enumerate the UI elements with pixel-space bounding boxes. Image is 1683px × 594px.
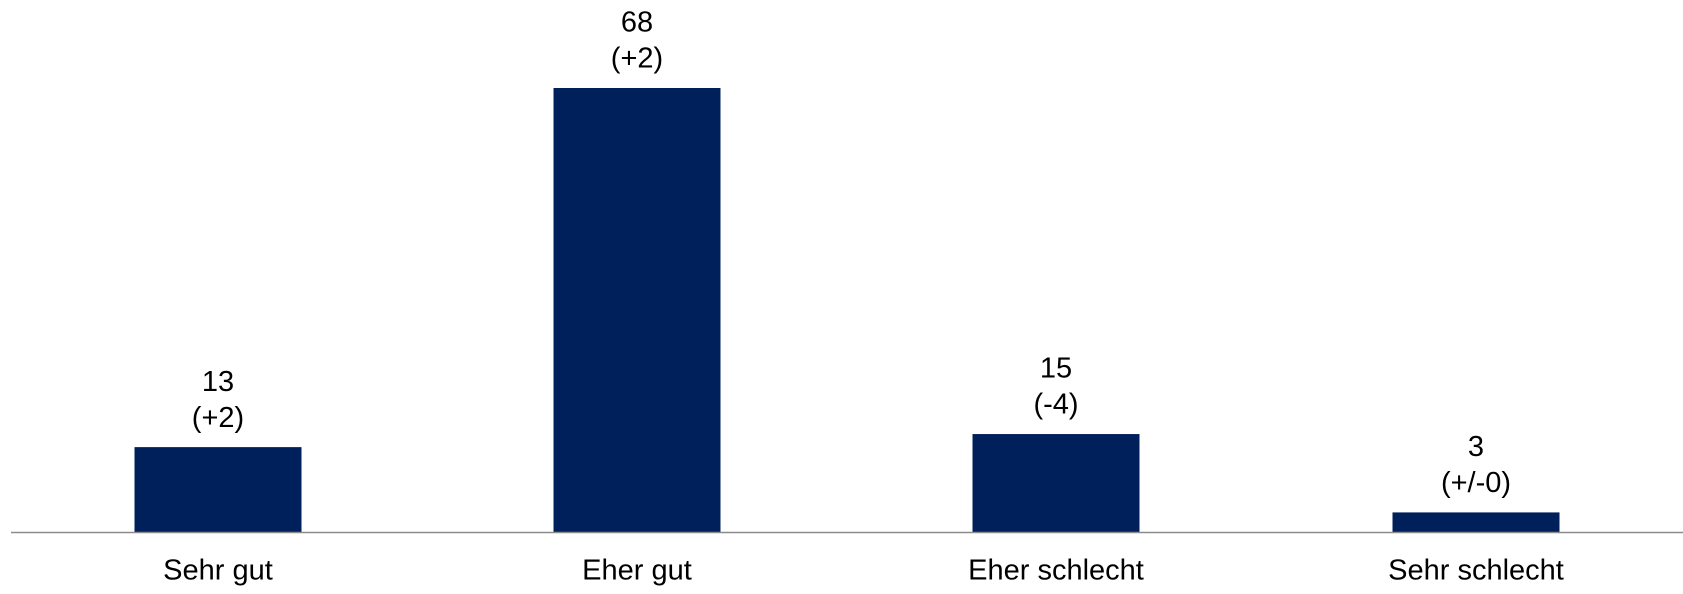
- bar: [134, 447, 302, 532]
- x-tick-label: Eher schlecht: [968, 555, 1144, 587]
- bar: [972, 434, 1140, 532]
- x-tick-label: Sehr gut: [163, 555, 273, 587]
- value-label: 68: [621, 7, 653, 39]
- bar: [553, 88, 721, 532]
- x-tick-label: Sehr schlecht: [1388, 555, 1564, 587]
- value-label: 13: [202, 366, 234, 398]
- change-label: (+/-0): [1441, 467, 1511, 499]
- change-label: (-4): [1033, 389, 1078, 421]
- change-label: (+2): [611, 43, 663, 75]
- value-label: 15: [1040, 353, 1072, 385]
- x-tick-label: Eher gut: [582, 555, 692, 587]
- value-label: 3: [1468, 431, 1484, 463]
- bar: [1392, 512, 1560, 532]
- change-label: (+2): [192, 402, 244, 434]
